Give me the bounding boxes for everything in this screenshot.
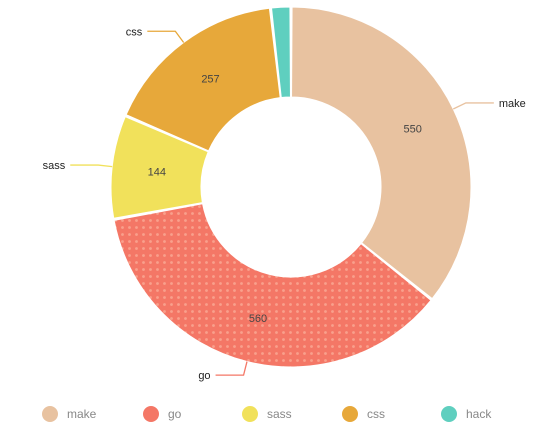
leader-line-go: [215, 361, 248, 376]
leader-line-make: [452, 102, 494, 110]
callout-label-make: make: [499, 98, 526, 110]
legend-item-css[interactable]: css: [342, 406, 385, 422]
legend-item-hack[interactable]: hack: [441, 406, 492, 422]
legend-label-hack: hack: [466, 407, 492, 421]
legend-marker-sass: [242, 406, 258, 422]
leader-line-sass: [70, 164, 113, 168]
legend-label-css: css: [367, 407, 385, 421]
callout-label-go: go: [198, 370, 210, 382]
legend-label-sass: sass: [267, 407, 292, 421]
legend-label-go: go: [168, 407, 182, 421]
slice-sass[interactable]: [110, 116, 209, 219]
slice-value-sass: 144: [148, 167, 166, 179]
labels-layer: 550 make 560 go 144 sass 257 css: [43, 26, 526, 382]
legend-marker-go: [143, 406, 159, 422]
callout-label-css: css: [126, 26, 143, 38]
legend-item-sass[interactable]: sass: [242, 406, 292, 422]
legend-marker-hack: [441, 406, 457, 422]
legend-marker-make: [42, 406, 58, 422]
slice-value-make: 550: [403, 124, 421, 136]
slice-go[interactable]: [113, 203, 432, 368]
slice-css[interactable]: [125, 7, 281, 152]
slice-value-css: 257: [201, 74, 219, 86]
legend-item-go[interactable]: go: [143, 406, 182, 422]
callout-label-sass: sass: [43, 160, 66, 172]
legend: make go sass css hack: [42, 406, 492, 422]
legend-label-make: make: [67, 407, 97, 421]
slice-value-go: 560: [249, 313, 267, 325]
slice-hack[interactable]: [270, 6, 291, 99]
legend-item-make[interactable]: make: [42, 406, 97, 422]
slice-make[interactable]: [291, 6, 472, 300]
legend-marker-css: [342, 406, 358, 422]
slices-layer: [110, 6, 472, 368]
leader-line-css: [147, 30, 185, 43]
